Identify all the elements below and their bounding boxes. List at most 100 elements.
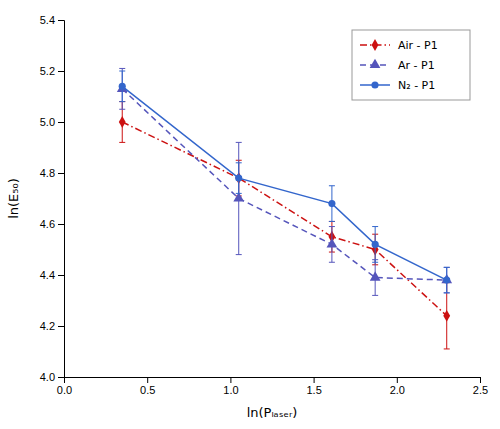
error-bar-cap [329,221,335,222]
series [119,71,451,293]
y-axis-title: ln(E₅₀) [6,178,21,219]
error-bar [236,163,242,194]
axis-line [58,21,65,378]
error-bar-cap [236,142,242,143]
line [122,89,446,280]
tick: 5.4 [40,14,64,26]
tick: 0.0 [57,377,72,396]
error-bar [119,68,125,109]
tick: 1.0 [223,377,238,396]
tick: 0.5 [140,377,155,396]
tick-label: 2.5 [473,384,488,396]
tick: 1.5 [306,377,321,396]
tick-mark [58,173,64,174]
error-bar-cap [444,348,450,349]
error-bar-cap [236,162,242,163]
x-axis: 0.0 0.5 1.0 1.5 2.0 2.5 [57,377,488,396]
tick-label: 4.0 [40,371,55,383]
error-bar-cap [236,254,242,255]
tick-label: 4.2 [40,320,55,332]
error-bar [329,186,335,222]
marker [370,271,381,280]
tick-mark [230,377,231,383]
error-bar-cap [329,226,335,227]
error-bar [372,227,378,263]
tick-mark [58,122,64,123]
legend-marker [371,81,378,88]
legend-item: Air - P1 [360,39,438,52]
marker [372,241,379,248]
marker [233,192,244,201]
legend-marker [372,39,379,51]
error-bar-cap [119,101,125,102]
series [119,102,450,349]
error-bar [236,160,242,196]
tick-label: 0.5 [140,384,155,396]
marker [327,238,338,247]
error-bar-cap [119,101,125,102]
tick-label: 1.5 [306,384,321,396]
marker [328,200,335,207]
tick: 4.2 [40,320,64,332]
legend-box [352,30,470,100]
marker [119,83,126,90]
tick-label: 1.0 [223,384,238,396]
tick: 5.0 [40,116,64,128]
error-bar-cap [329,262,335,263]
tick-mark [58,71,64,72]
legend-marker [370,59,381,68]
line [122,86,446,280]
line [122,122,446,316]
series [117,68,452,295]
tick: 4.8 [40,167,64,179]
legend-label: N₂ - P1 [398,79,435,92]
legend: Air - P1 Ar - P1 N₂ - P1 [352,30,470,100]
tick-label: 5.4 [40,14,55,26]
x-axis-title: ln(Pₗₐₛₑᵣ) [247,405,298,420]
tick: 4.6 [40,218,64,230]
tick-mark [58,20,64,21]
tick-mark [58,224,64,225]
error-bar-cap [119,71,125,72]
error-bar [119,71,125,102]
marker [443,277,450,284]
tick-label: 5.2 [40,65,55,77]
error-bar-cap [119,142,125,143]
tick-mark [147,377,148,383]
error-bar [444,283,450,349]
tick-label: 2.0 [390,384,405,396]
data-layer [117,68,452,349]
tick: 4.0 [40,371,64,383]
tick-label: 4.4 [40,269,55,281]
chart: 0.0 0.5 1.0 1.5 2.0 2.5 4.0 4.2 4.4 4.6 4.8 5.0 5.2 5… [0,0,500,429]
tick: 2.0 [390,377,405,396]
legend-item: Ar - P1 [360,59,435,72]
tick-label: 5.0 [40,116,55,128]
tick-mark [58,377,64,378]
tick: 5.2 [40,65,64,77]
tick-mark [397,377,398,383]
error-bar-cap [444,292,450,293]
plot: 0.0 0.5 1.0 1.5 2.0 2.5 4.0 4.2 4.4 4.6 4.8 5.0 5.2 5… [40,14,488,396]
tick-label: 4.6 [40,218,55,230]
error-bar [444,267,450,293]
tick-mark [314,377,315,383]
tick-label: 4.8 [40,167,55,179]
error-bar-cap [372,226,378,227]
error-bar-cap [444,267,450,268]
axis-line [65,378,481,384]
error-bar-cap [329,185,335,186]
error-bar-cap [119,68,125,69]
error-bar-cap [119,109,125,110]
tick-mark [58,275,64,276]
error-bar-cap [444,267,450,268]
marker [119,116,126,128]
error-bar-cap [329,221,335,222]
legend-label: Air - P1 [398,39,438,52]
tick-mark [58,326,64,327]
error-bar [444,267,450,293]
error-bar-cap [372,295,378,296]
legend-item: N₂ - P1 [360,79,435,92]
marker [443,310,450,322]
tick: 4.4 [40,269,64,281]
